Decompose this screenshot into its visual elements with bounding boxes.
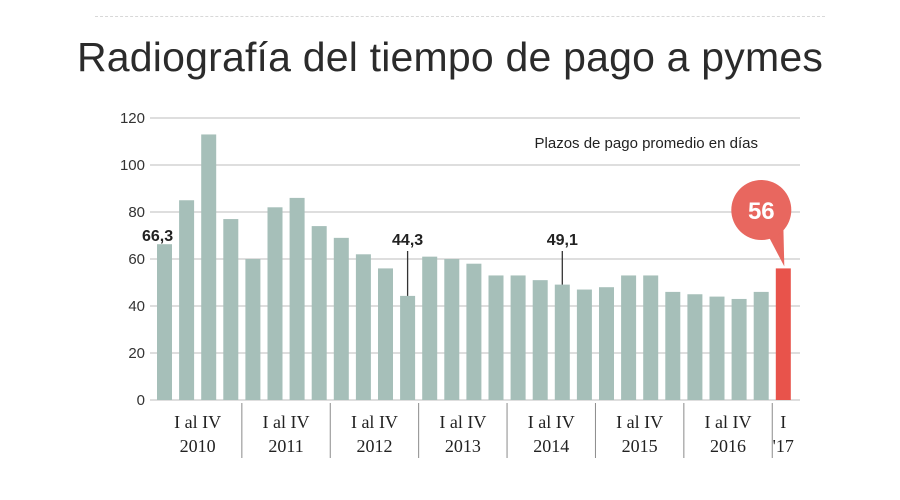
bar (466, 263, 482, 400)
bar-highlight (775, 268, 791, 400)
x-group-quarters: I al IV (528, 412, 575, 432)
x-group-year: 2014 (533, 436, 569, 456)
bar (333, 237, 349, 400)
x-group-quarters: I al IV (174, 412, 221, 432)
y-tick-label: 100 (120, 157, 145, 174)
bar (289, 197, 305, 400)
x-group-quarters: I al IV (705, 412, 752, 432)
bar (400, 295, 416, 400)
bar (179, 200, 195, 400)
bar (488, 275, 504, 400)
bar (223, 219, 239, 400)
bar (444, 259, 460, 400)
annotation-label: 44,3 (392, 232, 423, 249)
y-axis-ticks: 0 20 40 60 80 100 120 (120, 110, 145, 409)
x-group-year: 2016 (710, 436, 746, 456)
x-group-year: 2015 (622, 436, 658, 456)
x-group-quarters: I al IV (439, 412, 486, 432)
bar (245, 259, 261, 400)
top-rule (95, 16, 825, 17)
bar (665, 291, 681, 400)
y-tick-label: 120 (120, 110, 145, 127)
highlight-bubble: 56 (731, 180, 792, 267)
highlight-bubble-circle (731, 180, 792, 240)
bar (201, 134, 217, 400)
x-axis: I al IV 2010 I al IV 2011 I al IV 2012 I al IV… (174, 403, 794, 458)
x-group-year: 2012 (356, 436, 392, 456)
bar (687, 294, 703, 400)
x-group-quarters: I al IV (616, 412, 663, 432)
bar (510, 275, 526, 400)
x-group-year: 2013 (445, 436, 481, 456)
y-tick-label: 0 (137, 392, 145, 409)
bar (576, 289, 592, 400)
highlight-value-label: 56 (748, 198, 775, 225)
bar (378, 268, 393, 400)
bar (621, 275, 637, 400)
x-group-quarters: I (780, 412, 786, 432)
bar (311, 226, 327, 400)
bar (267, 207, 283, 400)
annotations: 66,3 44,3 49,1 (142, 228, 578, 296)
y-tick-label: 60 (128, 251, 145, 268)
bar (731, 298, 747, 400)
annotation-label: 66,3 (142, 228, 173, 245)
x-group-quarters: I al IV (263, 412, 310, 432)
x-group-year: '17 (773, 436, 794, 456)
bar (532, 280, 548, 400)
bar (422, 256, 438, 400)
bars (157, 134, 791, 400)
bar (753, 291, 769, 400)
x-group-year: 2010 (180, 436, 216, 456)
bar (643, 275, 659, 400)
bar (157, 244, 172, 400)
bar (709, 296, 725, 400)
y-tick-label: 20 (128, 345, 145, 362)
bar (599, 287, 614, 400)
annotation-label: 49,1 (547, 232, 578, 249)
chart-title: Radiografía del tiempo de pago a pymes (76, 34, 824, 80)
y-tick-label: 40 (128, 298, 145, 315)
bar (554, 284, 570, 400)
x-group-quarters: I al IV (351, 412, 398, 432)
y-tick-label: 80 (128, 204, 145, 221)
chart-subtitle: Plazos de pago promedio en días (535, 135, 758, 152)
x-group-year: 2011 (268, 436, 303, 456)
bar (355, 254, 371, 400)
